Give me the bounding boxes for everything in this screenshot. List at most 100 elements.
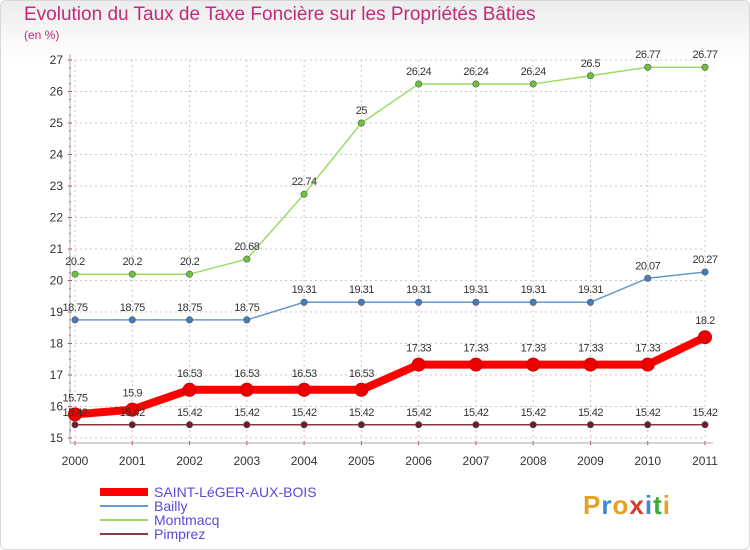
series-line (74, 271, 706, 321)
data-point (586, 72, 594, 80)
data-label: 19.31 (406, 284, 431, 296)
data-point (529, 80, 537, 88)
data-point (583, 357, 598, 372)
data-point (698, 330, 712, 345)
x-tick-label: 2005 (348, 454, 375, 468)
data-label: 26.24 (463, 66, 488, 78)
data-point (411, 357, 426, 372)
y-tick-label: 21 (50, 242, 64, 256)
data-point (68, 407, 82, 422)
data-point (701, 421, 709, 429)
data-point (71, 421, 79, 429)
data-label: 16.53 (349, 368, 374, 380)
data-label: 18.2 (695, 315, 715, 327)
data-label: 20.2 (123, 256, 143, 268)
x-tick-label: 2010 (634, 454, 661, 468)
unit-label: (en %) (24, 28, 60, 42)
data-point (701, 268, 709, 276)
data-point (529, 298, 537, 306)
data-label: 15.42 (578, 407, 603, 419)
logo-letter: o (612, 490, 630, 520)
x-tick-label: 2007 (463, 454, 490, 468)
data-label: 19.31 (578, 284, 603, 296)
data-label: 15.42 (463, 407, 488, 419)
y-tick-label: 15 (50, 431, 64, 445)
data-label: 16.53 (292, 368, 317, 380)
chart-title: Evolution du Taux de Taxe Foncière sur l… (24, 4, 536, 25)
data-label: 15.42 (62, 407, 87, 419)
data-point (472, 80, 480, 88)
data-point (128, 316, 136, 324)
data-point (128, 421, 136, 429)
data-label: 17.33 (635, 343, 660, 355)
y-tick-label: 22 (50, 211, 64, 225)
data-point (300, 190, 308, 198)
data-label: 15.42 (120, 407, 145, 419)
data-label: 15.42 (177, 407, 202, 419)
data-label: 15.9 (123, 388, 143, 400)
logo-letter: r (601, 490, 613, 520)
x-tick-label: 2002 (176, 454, 203, 468)
y-tick-label: 26 (50, 85, 64, 99)
data-label: 19.31 (292, 284, 317, 296)
x-tick-label: 2003 (233, 454, 260, 468)
data-label: 17.33 (406, 343, 431, 355)
y-tick-label: 27 (50, 53, 64, 67)
data-point (125, 402, 140, 417)
data-point (472, 421, 480, 429)
data-point (300, 298, 308, 306)
logo-letter: P (583, 490, 602, 520)
data-point (239, 382, 254, 397)
legend-swatch (100, 519, 148, 521)
data-point (128, 270, 136, 278)
data-label: 17.33 (578, 343, 603, 355)
data-label: 26.24 (406, 66, 431, 78)
data-point (243, 316, 251, 324)
data-labels: 20.2 20.2 20.2 20.68 22.74 25 26.24 26.24 26.24 2… (62, 49, 718, 419)
logo-letter: x (629, 490, 645, 520)
series-line (74, 66, 706, 275)
proxiti-logo: Proxiti (583, 490, 671, 521)
x-tick-label: 2000 (62, 454, 89, 468)
data-point (354, 382, 369, 397)
data-point (357, 421, 365, 429)
data-point (71, 316, 79, 324)
y-tick-label: 24 (50, 148, 64, 162)
legend-label: SAINT-LéGER-AUX-BOIS (154, 484, 317, 500)
data-point (243, 255, 251, 263)
data-label: 19.31 (463, 284, 488, 296)
x-tick-label: 2006 (405, 454, 432, 468)
data-point (640, 357, 655, 372)
series-line (71, 333, 709, 419)
data-point (644, 274, 652, 282)
y-tick-label: 23 (50, 179, 64, 193)
legend-swatch (100, 533, 148, 535)
data-point (415, 421, 423, 429)
data-point (472, 298, 480, 306)
logo-letter: t (653, 490, 663, 520)
x-tick-label: 2004 (291, 454, 318, 468)
x-tick-label: 2001 (119, 454, 146, 468)
y-tick-label: 19 (50, 305, 64, 319)
data-point (586, 298, 594, 306)
data-point (357, 119, 365, 127)
data-point (586, 421, 594, 429)
legend-label: Montmacq (154, 512, 220, 528)
legend-swatch (100, 488, 148, 496)
logo-letter: i (644, 490, 654, 520)
legend-label: Bailly (154, 498, 188, 514)
data-point (644, 63, 652, 71)
data-point (182, 382, 197, 397)
data-point (415, 298, 423, 306)
data-point (468, 357, 483, 372)
legend-swatch (100, 505, 148, 507)
data-point (644, 421, 652, 429)
data-point (71, 270, 79, 278)
data-label: 15.42 (349, 407, 374, 419)
y-tick-label: 18 (50, 337, 64, 351)
data-point (701, 63, 709, 71)
data-point (526, 357, 541, 372)
data-label: 15.75 (62, 392, 87, 404)
data-point (186, 270, 194, 278)
data-label: 18.75 (62, 302, 87, 314)
